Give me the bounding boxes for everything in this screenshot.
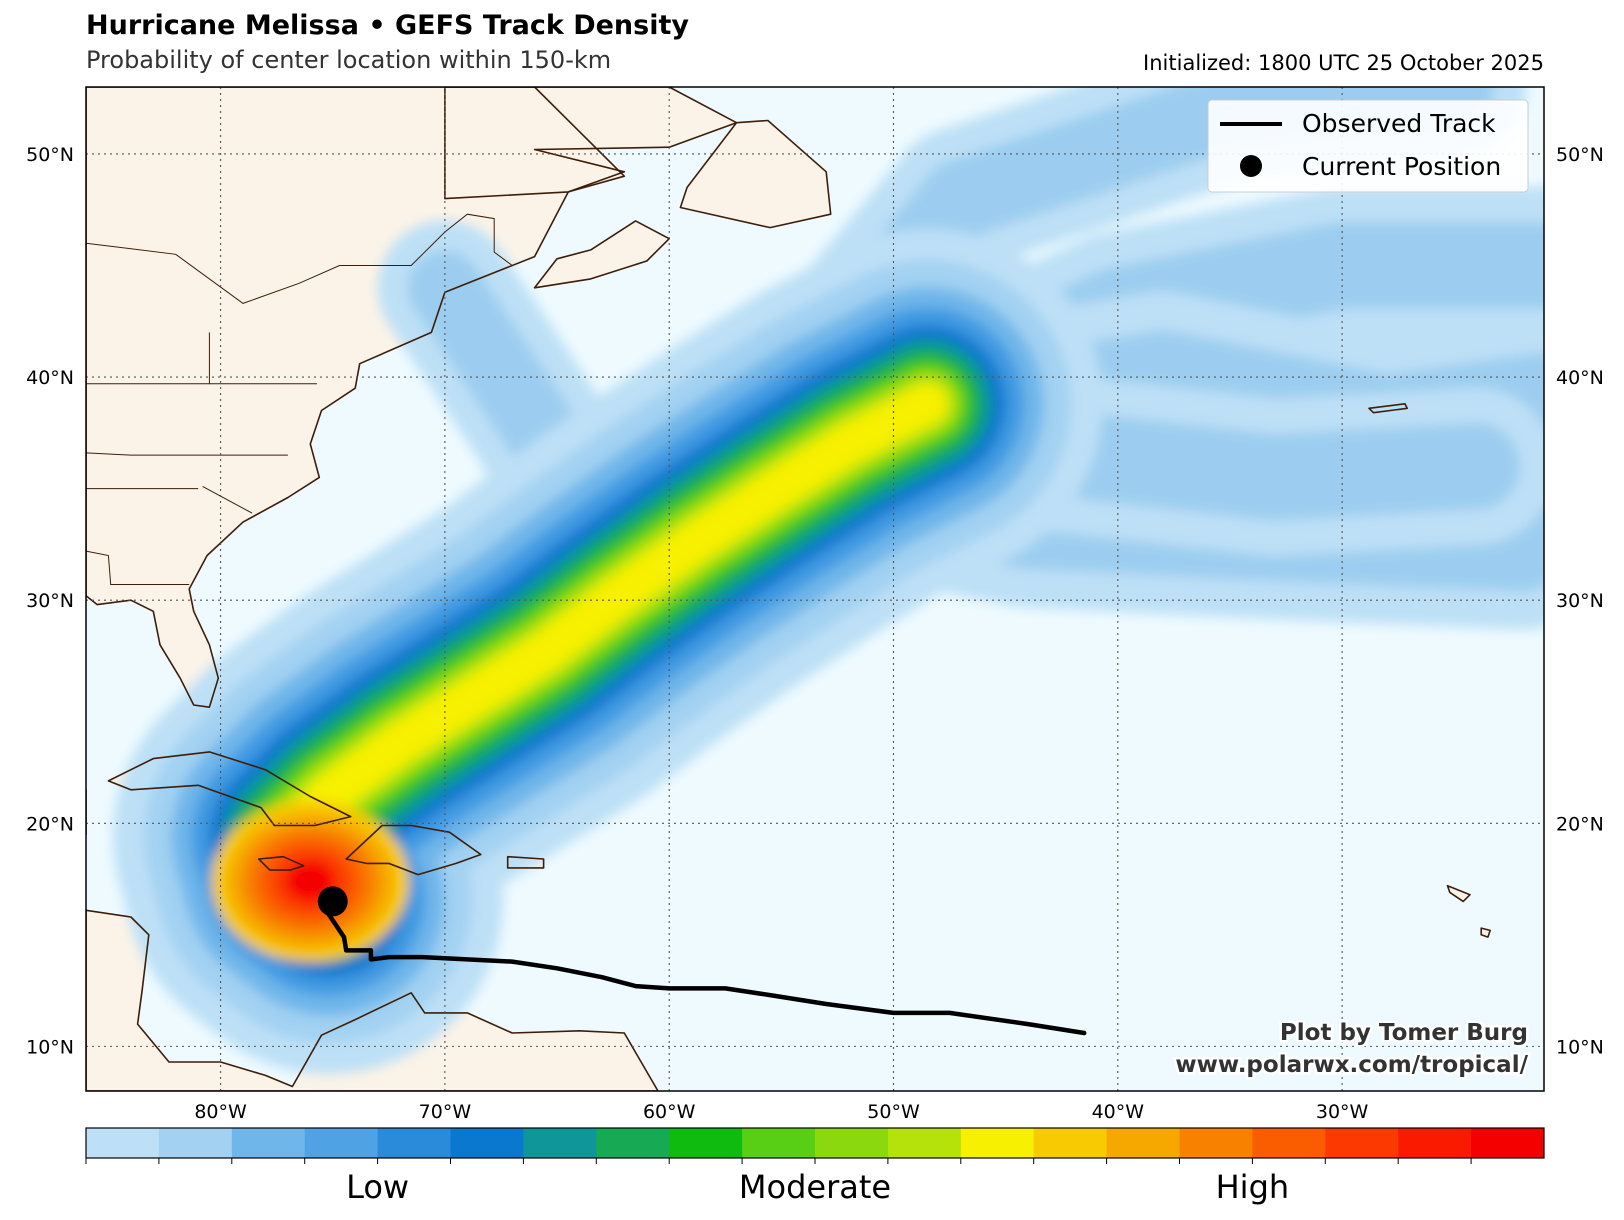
colorbar-segment-12 [960,1128,1035,1158]
colorbar-segment-5 [450,1128,524,1158]
coastline-4 [107,751,352,827]
coastline-2 [533,220,671,289]
coastline-7 [506,855,545,869]
coastline-0 [86,87,626,709]
observed-track-line [323,908,1087,1036]
coastline-1 [679,119,832,229]
colorbar-label-2: High [1215,1168,1290,1206]
lon-tick-label-4: 40°W [1092,1101,1145,1123]
legend-position-swatch [1240,155,1262,177]
colorbar-segment-7 [596,1128,670,1158]
colorbar-segment-3 [304,1128,379,1158]
colorbar-label-1: Moderate [738,1168,892,1206]
border-6 [202,485,253,514]
colorbar-segment-9 [742,1128,816,1158]
page-title: Hurricane Melissa • GEFS Track Density [86,10,689,41]
lat-tick-label-right-1: 20°N [1556,813,1604,835]
coastline-6 [345,824,482,876]
lat-tick-label-left-2: 30°N [26,590,74,612]
lon-tick-label-5: 30°W [1316,1101,1369,1123]
credit-author: Plot by Tomer Burg [1280,1020,1528,1046]
colorbar-segment-10 [815,1128,889,1158]
legend-current-position-label: Current Position [1302,152,1501,181]
colorbar-segment-11 [887,1128,962,1158]
track-density-layer [112,87,1544,1075]
lat-tick-label-right-3: 40°N [1556,367,1604,389]
page-subtitle: Probability of center location within 15… [86,46,612,74]
observed-track [317,886,1087,1036]
coastline-layer [86,87,1491,1091]
lat-tick-label-left-1: 20°N [26,813,74,835]
colorbar-segment-4 [377,1128,451,1158]
colorbar-segment-15 [1179,1128,1253,1158]
lat-tick-label-right-2: 30°N [1556,590,1604,612]
border-0 [86,213,513,304]
colorbar-frame [85,1127,1545,1159]
colorbar [85,1127,1545,1164]
coastline-3 [444,87,738,200]
legend-observed-track-label: Observed Track [1302,109,1496,138]
lat-tick-label-left-4: 50°N [26,144,74,166]
axis-ticks: 80°W 70°W 60°W 50°W 40°W 30°W 10°N 10°N 20°N 20°N… [26,144,1604,1123]
coastline-11 [1446,884,1471,903]
border-3 [86,452,288,456]
lat-tick-label-right-4: 50°N [1556,144,1604,166]
land-shape-2 [534,220,670,288]
colorbar-label-0: Low [346,1168,410,1206]
border-5 [86,550,190,585]
lat-tick-label-left-3: 40°N [26,367,74,389]
lon-tick-label-0: 80°W [194,1101,247,1123]
land-shape-11 [1447,885,1470,902]
lat-tick-label-right-0: 10°N [1556,1036,1604,1058]
credit: Plot by Tomer Burg www.polarwx.com/tropi… [1173,1018,1531,1081]
coastline-8 [86,909,659,1091]
lat-tick-label-left-0: 10°N [26,1036,74,1058]
colorbar-segment-8 [669,1128,743,1158]
initialized-time: Initialized: 1800 UTC 25 October 2025 [1143,51,1544,75]
colorbar-segment-0 [86,1128,160,1158]
legend: Observed Track Current Position [1207,99,1529,193]
credit-url: www.polarwx.com/tropical/ [1175,1052,1528,1078]
colorbar-segment-1 [158,1128,233,1158]
coastline-5 [257,855,305,871]
lon-tick-label-1: 70°W [419,1101,472,1123]
map-frame [85,86,1545,1092]
colorbar-segment-2 [231,1128,306,1158]
lon-tick-label-2: 60°W [643,1101,696,1123]
colorbar-segment-17 [1325,1128,1399,1158]
colorbar-segment-18 [1398,1128,1472,1158]
colorbar-segment-19 [1471,1128,1545,1158]
coastline-10 [1368,402,1408,414]
land-shape-8 [86,910,658,1091]
colorbar-segment-16 [1252,1128,1326,1158]
current-position-marker [317,886,348,917]
colorbar-segment-14 [1106,1128,1180,1158]
lon-tick-label-3: 50°W [867,1101,920,1123]
coastline-12 [1480,927,1491,938]
colorbar-segment-13 [1033,1128,1108,1158]
colorbar-segment-6 [523,1128,597,1158]
